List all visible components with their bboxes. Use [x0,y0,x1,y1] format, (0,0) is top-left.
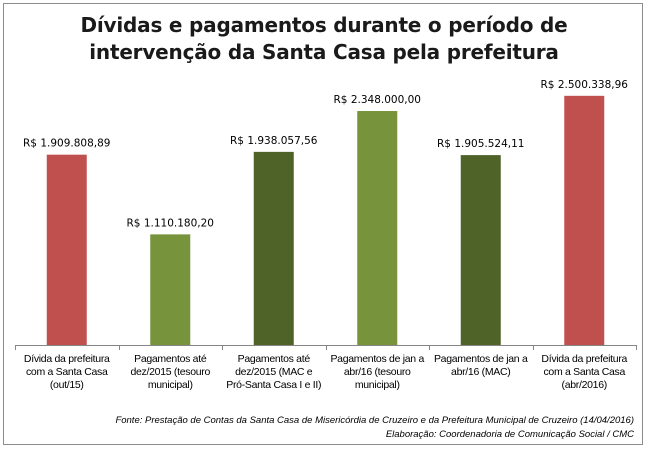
chart-title: Dívidas e pagamentos durante o período d… [4,12,644,66]
chart-frame: Dívidas e pagamentos durante o período d… [3,3,643,445]
source-note: Fonte: Prestação de Contas da Santa Casa… [115,415,634,426]
bar [46,154,87,345]
bar [253,151,294,345]
x-tick-label-line: Pagamentos de jan a [330,353,425,365]
x-tick-label: Dívida da prefeitura com a Santa Casa (out… [17,353,117,392]
bar [460,155,501,345]
x-tick-label: Pagamentos até dez/2015 (MAC e Pró-Santa C… [224,353,324,392]
x-tick-label: Pagamentos de jan a abr/16 (MAC) [431,353,531,379]
x-tick-label-line: com a Santa Casa [543,366,626,378]
bar [357,111,398,345]
x-tick-label-line: (out/15) [49,379,84,391]
credit-note: Elaboração: Coordenadoria de Comunicação… [385,429,634,440]
x-tick-label-line: municipal) [354,379,400,391]
x-tick-label-line: Dívida da prefeitura [23,353,110,365]
x-tick-label-line: abr/16 (tesouro [343,366,411,378]
x-tick-label-line: dez/2015 (tesouro [130,366,211,378]
bar-chart: R$ 1.909.808,89 R$ 1.110.180,20 R$ 1.938.0… [15,79,637,350]
x-tick-label-line: (abr/2016) [561,379,608,391]
x-tick-label-line: Pagamentos até [134,353,207,365]
x-tick-label-line: dez/2015 (MAC e [235,366,313,378]
x-tick-label-line: abr/16 (MAC) [451,366,511,378]
x-tick-label: Pagamentos de jan a abr/16 (tesouro munici… [327,353,427,392]
x-tick-label-line: com a Santa Casa [25,366,108,378]
bar [564,95,605,345]
x-tick-label-line: Pagamentos até [237,353,311,365]
data-label: R$ 2.348.000,00 [334,94,421,106]
x-tick-label-line: Pagamentos de jan a [433,353,528,365]
x-tick-label: Dívida da prefeitura com a Santa Casa (abr… [534,353,634,392]
x-tick-label-line: Dívida da prefeitura [541,353,628,365]
x-tick-label: Pagamentos até dez/2015 (tesouro municipal… [120,353,220,392]
x-tick-label-line: municipal) [147,379,193,391]
chart-title-line-1: Dívidas e pagamentos durante o período d… [80,13,568,37]
data-label: R$ 1.909.808,89 [23,138,110,150]
data-label: R$ 1.110.180,20 [127,217,214,229]
data-label: R$ 2.500.338,96 [541,79,629,91]
bar [150,234,191,345]
data-label: R$ 1.938.057,56 [230,135,318,147]
data-label: R$ 1.905.524,11 [437,138,524,150]
x-tick-label-line: Pró-Santa Casa I e II) [226,379,322,391]
chart-title-line-2: intervenção da Santa Casa pela prefeitur… [89,40,559,64]
